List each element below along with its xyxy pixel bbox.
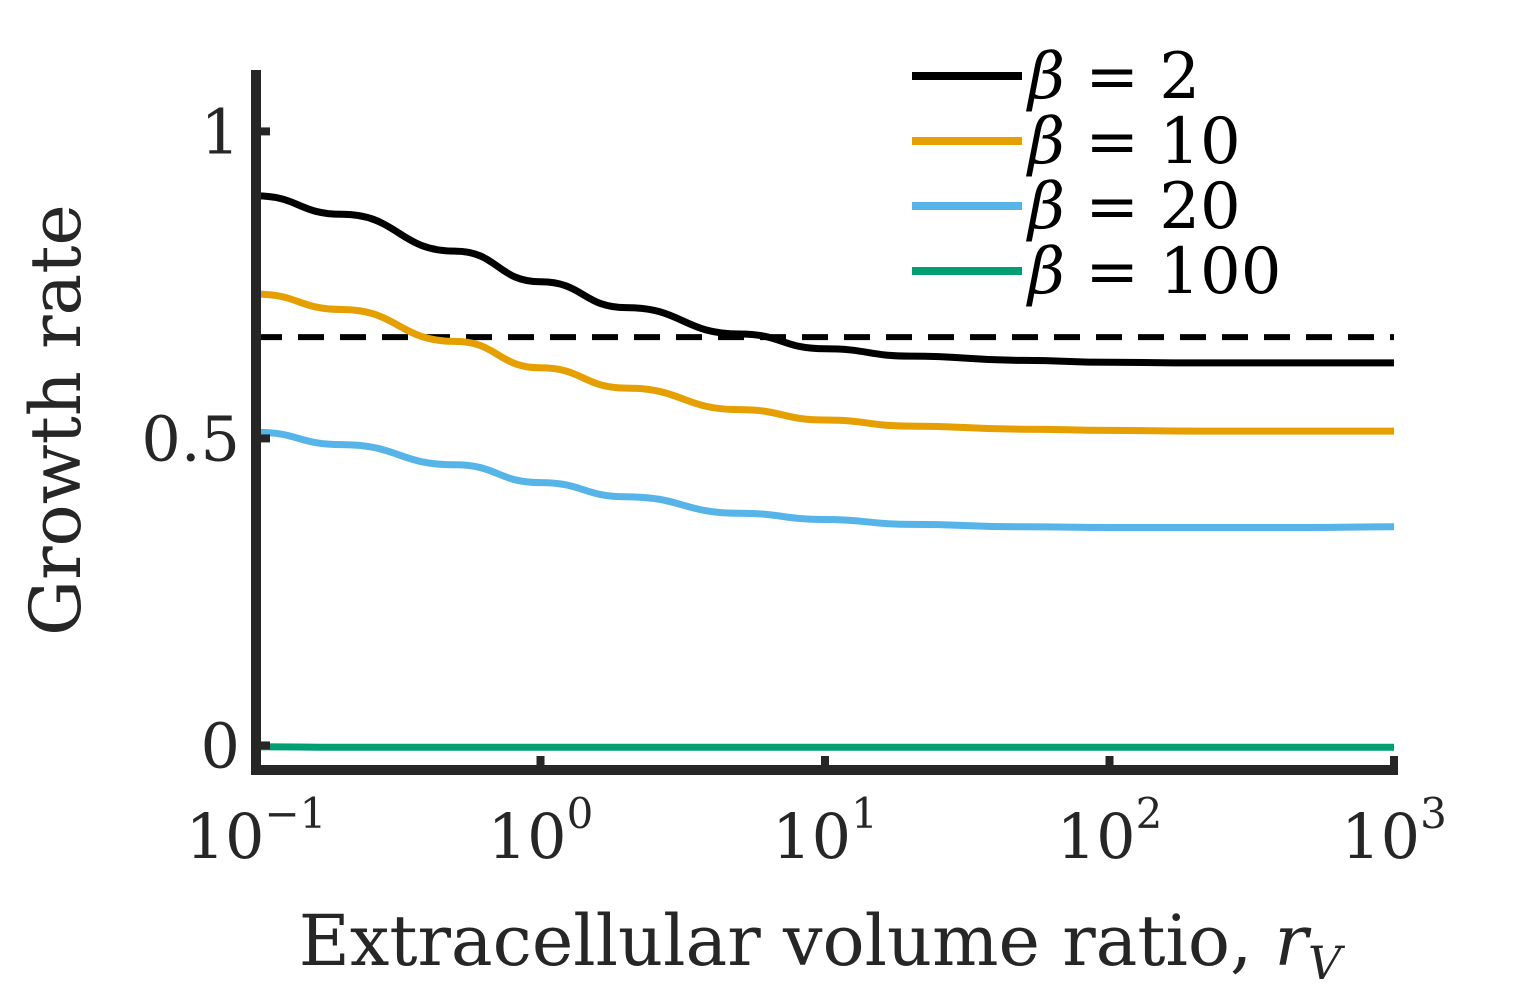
y-tick-label-1: 0.5: [141, 402, 240, 475]
x-axis-label-symbol: r: [1275, 900, 1312, 982]
legend: β = 2β = 10β = 20β = 100: [912, 40, 1281, 309]
legend-label-3: β = 100: [1026, 235, 1281, 309]
x-axis-label: Extracellular volume ratio, rV: [299, 900, 1346, 990]
series-line-3: [255, 743, 1394, 751]
x-axis-label-text: Extracellular volume ratio,: [299, 900, 1275, 982]
y-axis-label: Growth rate: [15, 204, 97, 636]
series-line-1: [255, 290, 1394, 435]
legend-label-2: β = 20: [1026, 170, 1241, 244]
plot-area: [255, 192, 1395, 751]
series-line-2: [255, 428, 1395, 532]
x-tick-label-0: 10−1: [186, 789, 327, 873]
legend-label-0: β = 2: [1026, 40, 1200, 114]
x-axis-label-subscript: V: [1308, 936, 1346, 990]
y-tick-label-0: 0: [201, 709, 240, 782]
x-tick-label-1: 100: [488, 789, 594, 873]
x-tick-label-2: 101: [772, 789, 878, 873]
legend-label-1: β = 10: [1026, 105, 1241, 179]
axes: 0 0.5 1 10−1 100 101 102 103: [141, 70, 1447, 873]
y-tick-label-2: 1: [201, 95, 240, 168]
series-line-0: [255, 192, 1394, 367]
x-tick-label-3: 102: [1057, 789, 1163, 873]
x-tick-label-4: 103: [1341, 789, 1447, 873]
